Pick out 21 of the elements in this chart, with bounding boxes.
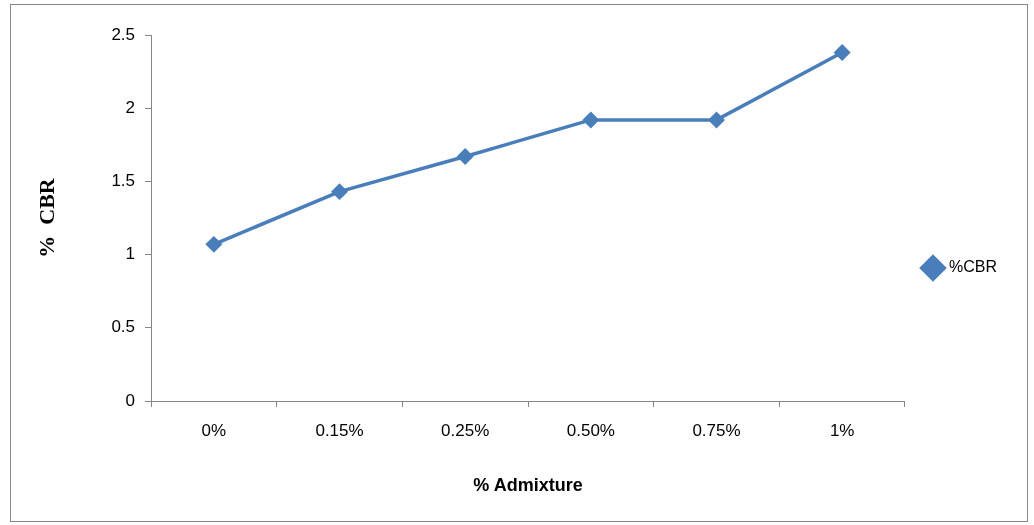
point <box>834 44 850 61</box>
y-tick-label: 0.5 <box>111 317 136 337</box>
point <box>583 112 599 128</box>
y-axis-title: % CBR <box>33 177 59 258</box>
y-tick-label: 1.5 <box>111 171 136 191</box>
point <box>457 148 473 165</box>
x-tick-label: 0.25% <box>441 420 490 440</box>
x-tick-label: 1% <box>829 420 855 440</box>
y-tick-label: 2.5 <box>111 24 136 44</box>
point <box>331 183 348 200</box>
y-tick-label: 1 <box>125 244 136 264</box>
y-tick-label: 2 <box>125 97 136 117</box>
y-tick-label: 0 <box>125 390 136 410</box>
x-tick-label: 0.50% <box>566 420 615 440</box>
point <box>206 236 222 253</box>
point <box>708 112 725 128</box>
x-tick-label: 0.75% <box>692 420 741 440</box>
x-axis-title: % Admixture <box>473 475 583 496</box>
x-tick-label: 0.15% <box>315 420 364 440</box>
x-tick-label: 0% <box>201 420 227 440</box>
legend-label: %CBR <box>948 258 998 276</box>
